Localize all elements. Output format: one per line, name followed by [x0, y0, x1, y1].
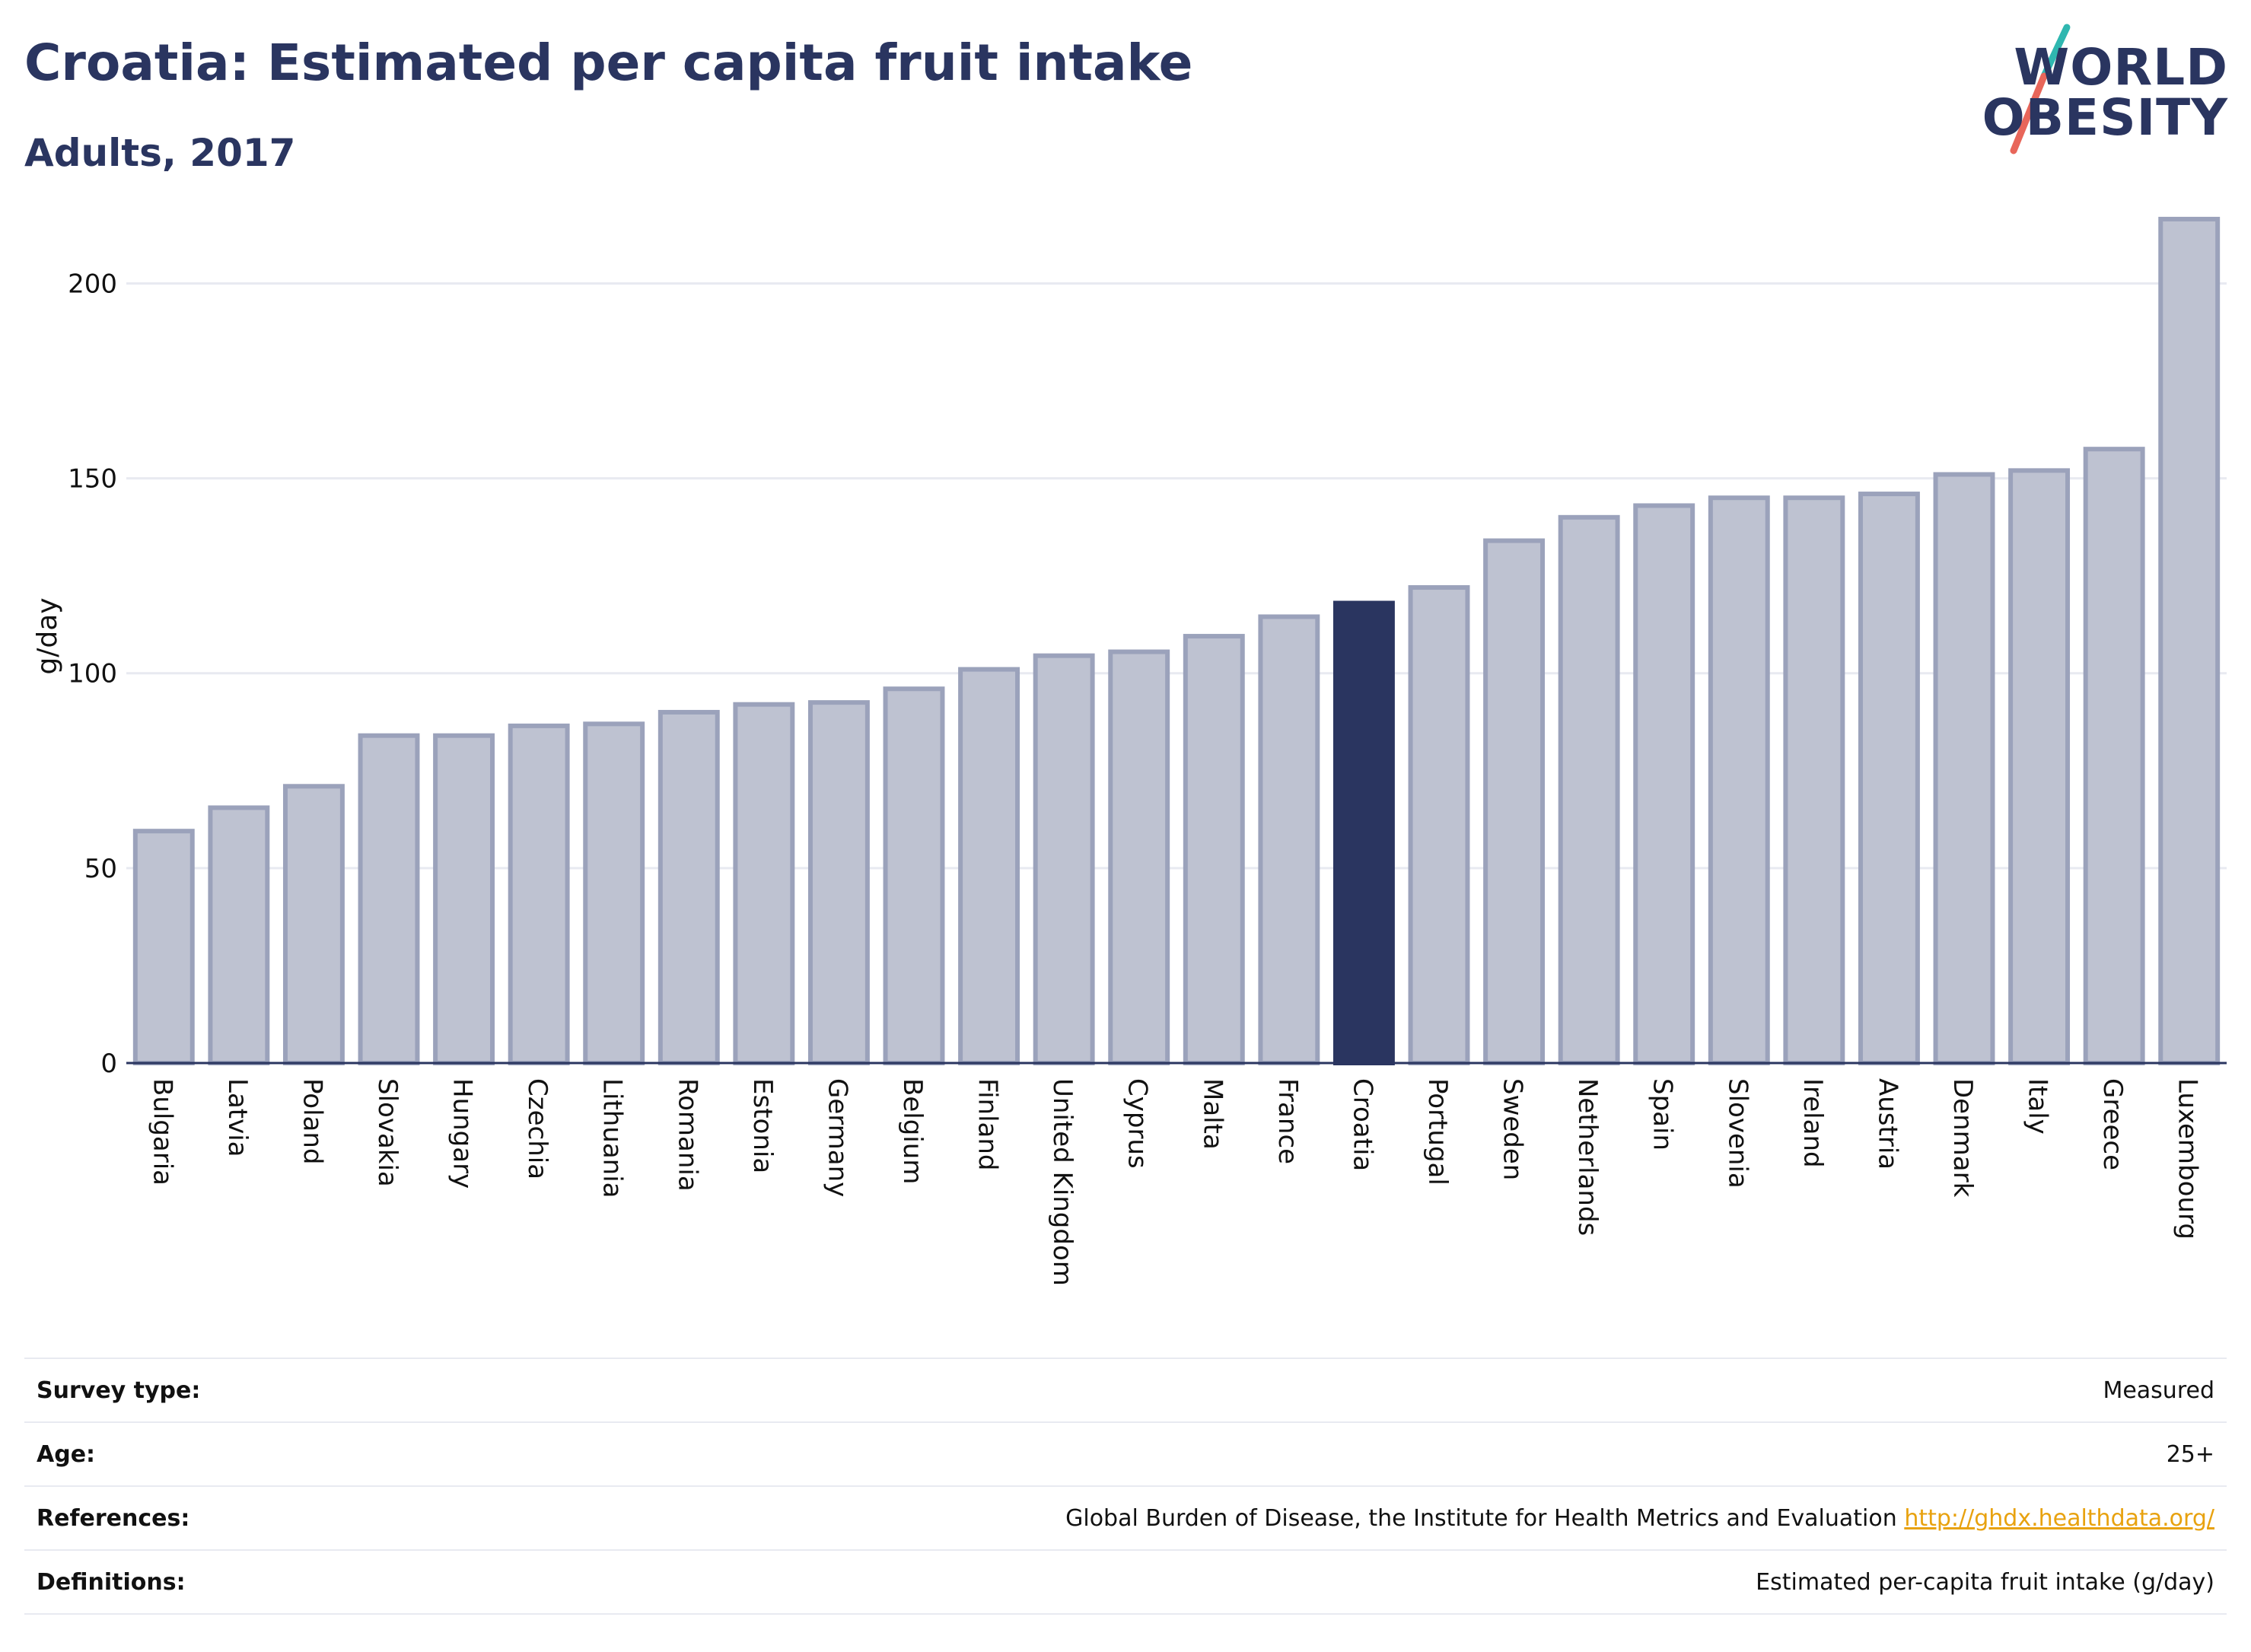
info-label: Definitions: — [24, 1549, 330, 1615]
logo-slash-top — [2040, 24, 2071, 80]
x-tick-label: Bulgaria — [147, 1078, 177, 1186]
logo-slash-bottom — [2010, 72, 2048, 154]
bar[interactable] — [2158, 216, 2221, 1065]
bar[interactable] — [358, 733, 420, 1065]
bar[interactable] — [1183, 634, 1245, 1065]
x-tick-label: Latvia — [222, 1078, 253, 1157]
info-value-text: Global Burden of Disease, the Institute … — [1065, 1504, 1897, 1532]
x-tick-label: Czechia — [522, 1078, 552, 1179]
chart-subtitle: Adults, 2017 — [24, 131, 296, 175]
info-label: References: — [24, 1485, 330, 1551]
x-tick-label: Poland — [297, 1078, 327, 1165]
x-tick-label: Luxembourg — [2173, 1078, 2203, 1240]
bar[interactable] — [433, 733, 495, 1065]
x-tick-label: Cyprus — [1122, 1078, 1153, 1169]
x-tick-label: Belgium — [897, 1078, 928, 1184]
bar[interactable] — [1633, 503, 1695, 1065]
bar[interactable] — [1033, 653, 1095, 1065]
info-row: Survey type: Measured — [24, 1358, 2227, 1423]
x-tick-label: Romania — [672, 1078, 702, 1192]
y-tick-label: 50 — [84, 854, 117, 884]
bar[interactable] — [883, 686, 945, 1066]
bar[interactable] — [132, 829, 195, 1066]
bar[interactable] — [657, 709, 720, 1065]
chart-title: Croatia: Estimated per capita fruit inta… — [24, 33, 1193, 92]
x-tick-label: Germany — [822, 1078, 852, 1197]
axes: 0 50 100 150 200 Bulgaria Latvia Poland Slovakia… — [68, 269, 2227, 1286]
x-tick-label: Hungary — [447, 1078, 478, 1189]
y-tick-label: 0 — [100, 1049, 117, 1079]
slash-mark-icon — [2010, 24, 2071, 154]
bar[interactable] — [1708, 495, 1770, 1065]
info-value-text: Estimated per-capita fruit intake (g/day… — [1756, 1568, 2214, 1596]
x-tick-label: Greece — [2097, 1078, 2128, 1170]
bar[interactable] — [2008, 468, 2071, 1065]
info-row: References: Global Burden of Disease, the… — [24, 1485, 2227, 1551]
x-tick-label: Ireland — [1797, 1078, 1828, 1168]
bar[interactable] — [1258, 614, 1320, 1065]
x-tick-label: Austria — [1872, 1078, 1902, 1170]
bars — [132, 216, 2221, 1066]
logo-text-obesity: OBESITY — [1982, 88, 2228, 147]
bar-highlight[interactable] — [1332, 600, 1395, 1065]
reference-link[interactable]: http://ghdx.healthdata.org/ — [1904, 1504, 2214, 1532]
info-row: Age: 25+ — [24, 1421, 2227, 1487]
bar[interactable] — [1558, 514, 1620, 1065]
bar[interactable] — [1858, 492, 1920, 1065]
bar[interactable] — [1408, 585, 1470, 1065]
bar[interactable] — [958, 667, 1020, 1065]
y-tick-label: 100 — [68, 659, 117, 689]
info-row: Definitions: Estimated per-capita fruit i… — [24, 1549, 2227, 1615]
x-tick-label: Italy — [2023, 1078, 2053, 1135]
info-table: Survey type: Measured Age: 25+ References: Gl… — [24, 1358, 2227, 1615]
info-value-text: 25+ — [2166, 1440, 2214, 1468]
y-tick-label: 200 — [68, 269, 117, 299]
bar[interactable] — [2083, 447, 2145, 1065]
bar[interactable] — [733, 702, 795, 1066]
bar[interactable] — [282, 784, 345, 1065]
bar[interactable] — [208, 805, 270, 1065]
y-tick-label: 150 — [68, 464, 117, 495]
logo-text-world: WORLD — [2014, 38, 2228, 97]
x-tick-label: Denmark — [1947, 1078, 1978, 1198]
x-tick-label: Croatia — [1347, 1078, 1377, 1171]
bar[interactable] — [508, 723, 570, 1065]
x-tick-label: Estonia — [747, 1078, 778, 1173]
x-tick-label: Netherlands — [1572, 1078, 1603, 1236]
world-obesity-logo[interactable]: WORLD OBESITY — [1979, 23, 2237, 160]
info-value: Estimated per-capita fruit intake (g/day… — [329, 1549, 2227, 1615]
bar[interactable] — [583, 721, 645, 1066]
x-tick-label: Lithuania — [597, 1078, 628, 1198]
x-tick-label: United Kingdom — [1047, 1078, 1078, 1286]
bar[interactable] — [807, 700, 870, 1065]
bar[interactable] — [1483, 538, 1546, 1065]
x-tick-label: France — [1272, 1078, 1303, 1164]
y-axis-label: g/day — [32, 597, 63, 674]
x-tick-label: Sweden — [1498, 1078, 1528, 1180]
x-tick-label: Finland — [973, 1078, 1003, 1171]
info-label: Age: — [24, 1421, 330, 1487]
bar[interactable] — [1108, 649, 1170, 1065]
x-tick-label: Slovakia — [372, 1078, 403, 1187]
info-label: Survey type: — [24, 1358, 330, 1423]
info-value-text: Measured — [2103, 1377, 2214, 1404]
bar[interactable] — [1933, 472, 1995, 1065]
info-value: 25+ — [329, 1421, 2227, 1487]
info-value: Measured — [329, 1358, 2227, 1423]
x-tick-label: Slovenia — [1722, 1078, 1753, 1189]
x-tick-label: Malta — [1197, 1078, 1227, 1150]
bar[interactable] — [1783, 495, 1845, 1065]
bar-chart: 0 50 100 150 200 Bulgaria Latvia Poland Slovakia… — [32, 216, 2227, 1286]
info-value: Global Burden of Disease, the Institute … — [329, 1485, 2227, 1551]
x-tick-label: Portugal — [1422, 1078, 1453, 1186]
x-tick-label: Spain — [1648, 1078, 1678, 1151]
